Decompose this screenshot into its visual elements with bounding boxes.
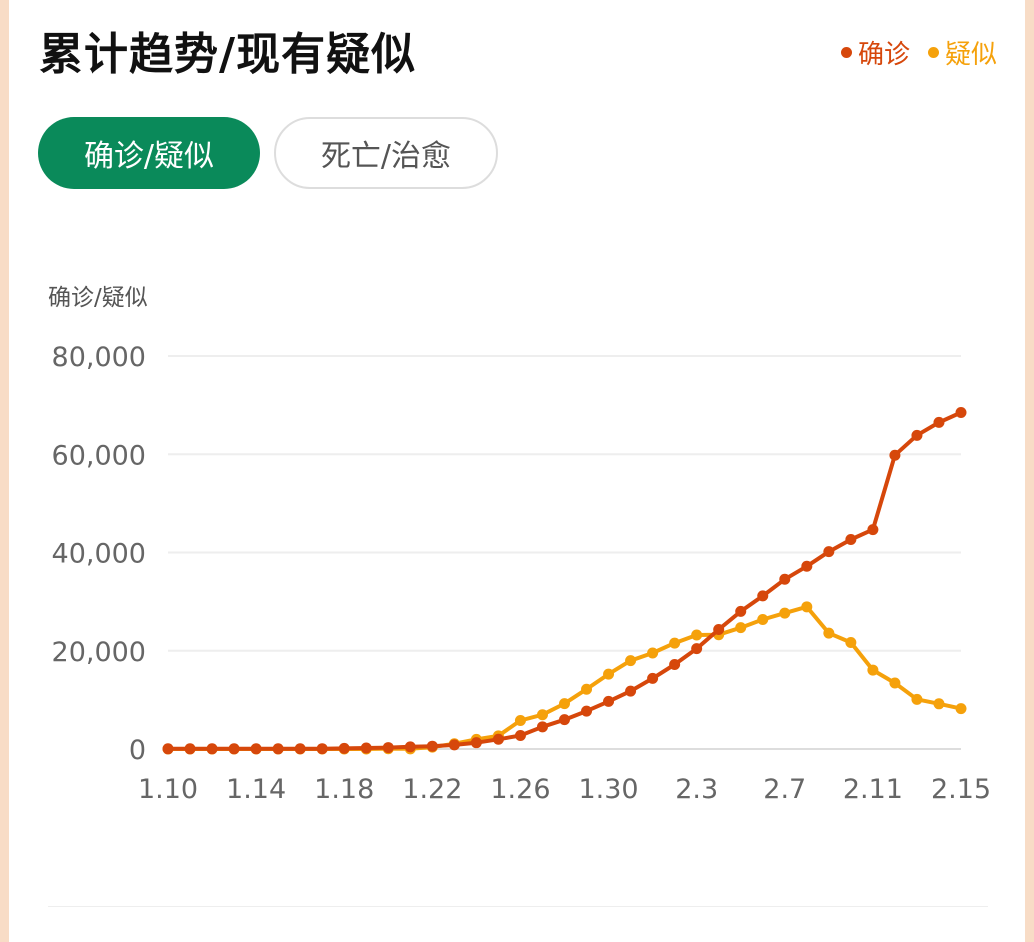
legend-item-suspected[interactable]: 疑似: [927, 34, 997, 71]
data-point-confirmed[interactable]: [206, 743, 218, 755]
data-point-confirmed[interactable]: [845, 534, 857, 546]
legend-item-confirmed[interactable]: 确诊: [840, 34, 910, 71]
data-point-suspected[interactable]: [779, 607, 791, 619]
data-point-suspected[interactable]: [867, 664, 879, 676]
data-point-suspected[interactable]: [735, 622, 747, 634]
data-point-suspected[interactable]: [801, 601, 813, 613]
data-point-confirmed[interactable]: [713, 624, 725, 636]
data-point-confirmed[interactable]: [250, 743, 262, 755]
tab-deaths-recovered[interactable]: 死亡/治愈: [274, 117, 498, 189]
x-tick-label: 1.30: [578, 774, 638, 805]
data-point-suspected[interactable]: [691, 629, 703, 641]
data-point-confirmed[interactable]: [955, 406, 967, 418]
y-axis-label: 确诊/疑似: [48, 285, 148, 311]
data-point-confirmed[interactable]: [426, 740, 438, 752]
data-point-suspected[interactable]: [603, 668, 615, 680]
data-point-confirmed[interactable]: [360, 742, 372, 754]
x-axis-ticks: 1.10 1.14 1.18 1.22 1.26 1.30 2.3 2.7 2.11 2.15: [138, 774, 991, 805]
x-tick-label: 1.22: [402, 774, 462, 805]
grid-lines: [168, 355, 961, 750]
x-tick-label: 2.3: [675, 774, 718, 805]
y-tick-label: 60,000: [52, 440, 146, 471]
data-point-confirmed[interactable]: [514, 730, 526, 742]
bottom-divider: [48, 906, 988, 907]
y-tick-label: 0: [129, 735, 146, 766]
data-point-suspected[interactable]: [889, 677, 901, 689]
chart-card: 累计趋势/现有疑似 确诊 疑似 确诊/疑似 死亡/治愈: [9, 0, 1025, 942]
y-tick-label: 40,000: [52, 539, 146, 570]
data-point-confirmed[interactable]: [382, 742, 394, 754]
data-point-confirmed[interactable]: [581, 705, 593, 717]
data-point-suspected[interactable]: [669, 637, 681, 649]
data-point-confirmed[interactable]: [801, 560, 813, 572]
data-point-confirmed[interactable]: [162, 743, 174, 755]
data-point-suspected[interactable]: [955, 703, 967, 715]
data-point-confirmed[interactable]: [779, 573, 791, 585]
data-point-suspected[interactable]: [536, 709, 548, 721]
data-point-suspected[interactable]: [581, 683, 593, 695]
data-point-confirmed[interactable]: [272, 743, 284, 755]
data-point-confirmed[interactable]: [470, 737, 482, 749]
data-point-confirmed[interactable]: [492, 733, 504, 745]
legend-label-suspected: 疑似: [944, 40, 997, 70]
x-tick-label: 2.7: [763, 774, 806, 805]
data-point-confirmed[interactable]: [757, 590, 769, 602]
data-point-confirmed[interactable]: [559, 714, 570, 726]
data-point-suspected[interactable]: [845, 637, 857, 649]
data-point-confirmed[interactable]: [889, 449, 901, 461]
x-tick-label: 2.11: [843, 774, 903, 805]
data-point-confirmed[interactable]: [536, 721, 548, 733]
data-point-suspected[interactable]: [559, 698, 570, 710]
data-point-suspected[interactable]: [933, 698, 945, 710]
series-lines: [162, 406, 967, 755]
x-tick-label: 1.18: [314, 774, 374, 805]
page-title: 累计趋势/现有疑似: [39, 29, 417, 80]
data-point-confirmed[interactable]: [228, 743, 240, 755]
data-point-suspected[interactable]: [757, 614, 769, 626]
x-tick-label: 1.14: [226, 774, 286, 805]
data-point-confirmed[interactable]: [911, 429, 923, 441]
x-tick-label: 1.10: [138, 774, 198, 805]
data-point-confirmed[interactable]: [294, 743, 306, 755]
y-tick-label: 80,000: [52, 342, 146, 373]
data-point-confirmed[interactable]: [603, 695, 615, 707]
series-line-suspected: [168, 604, 962, 751]
x-tick-label: 1.26: [490, 774, 550, 805]
legend: 确诊 疑似: [840, 34, 997, 71]
data-point-confirmed[interactable]: [316, 743, 328, 755]
data-point-confirmed[interactable]: [404, 741, 416, 753]
data-point-confirmed[interactable]: [184, 743, 196, 755]
data-point-confirmed[interactable]: [647, 672, 659, 684]
data-point-confirmed[interactable]: [823, 546, 835, 558]
tab-confirmed-suspected[interactable]: 确诊/疑似: [38, 117, 260, 189]
legend-label-confirmed: 确诊: [857, 40, 910, 70]
data-point-confirmed[interactable]: [735, 605, 747, 617]
data-point-confirmed[interactable]: [691, 643, 703, 655]
data-point-confirmed[interactable]: [338, 742, 350, 754]
data-point-suspected[interactable]: [911, 693, 923, 705]
data-point-confirmed[interactable]: [625, 685, 637, 697]
data-point-suspected[interactable]: [823, 627, 835, 639]
data-point-confirmed[interactable]: [867, 524, 879, 536]
data-point-suspected[interactable]: [647, 647, 659, 659]
x-tick-label: 2.15: [931, 774, 991, 805]
legend-dot-confirmed: [840, 47, 852, 58]
data-point-confirmed[interactable]: [669, 658, 681, 670]
data-point-suspected[interactable]: [514, 715, 526, 727]
data-point-suspected[interactable]: [625, 655, 637, 667]
legend-dot-suspected: [927, 47, 939, 58]
data-point-confirmed[interactable]: [933, 416, 945, 428]
data-point-confirmed[interactable]: [448, 739, 460, 751]
y-axis-ticks: 0 20,000 40,000 60,000 80,000: [52, 342, 146, 766]
y-tick-label: 20,000: [52, 637, 146, 668]
